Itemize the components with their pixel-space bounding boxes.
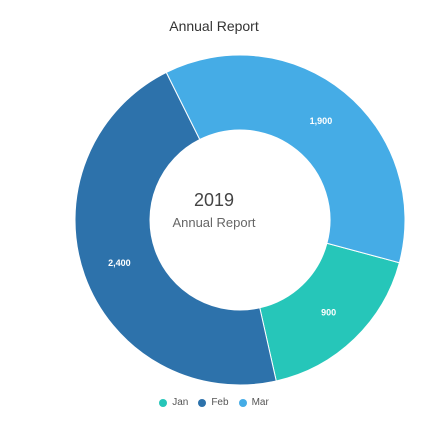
legend: Jan Feb Mar — [0, 397, 428, 408]
legend-item-jan[interactable]: Jan — [159, 397, 188, 408]
slice-label-feb: 2,400 — [108, 258, 131, 268]
slice-label-jan: 900 — [321, 307, 336, 317]
donut-center: 2019 Annual Report — [150, 190, 278, 230]
legend-swatch-feb — [198, 398, 207, 407]
legend-label-mar: Mar — [251, 397, 269, 408]
legend-label-feb: Feb — [211, 397, 229, 408]
slice-mar[interactable] — [165, 54, 406, 264]
legend-item-mar[interactable]: Mar — [238, 397, 269, 408]
slice-feb[interactable] — [74, 71, 277, 386]
slice-label-mar: 1,900 — [310, 116, 333, 126]
legend-swatch-jan — [159, 398, 168, 407]
legend-item-feb[interactable]: Feb — [198, 397, 229, 408]
chart-title: Annual Report — [169, 18, 259, 34]
legend-swatch-mar — [238, 398, 247, 407]
center-label: Annual Report — [172, 215, 256, 230]
center-year: 2019 — [193, 190, 235, 210]
legend-label-jan: Jan — [172, 397, 189, 408]
